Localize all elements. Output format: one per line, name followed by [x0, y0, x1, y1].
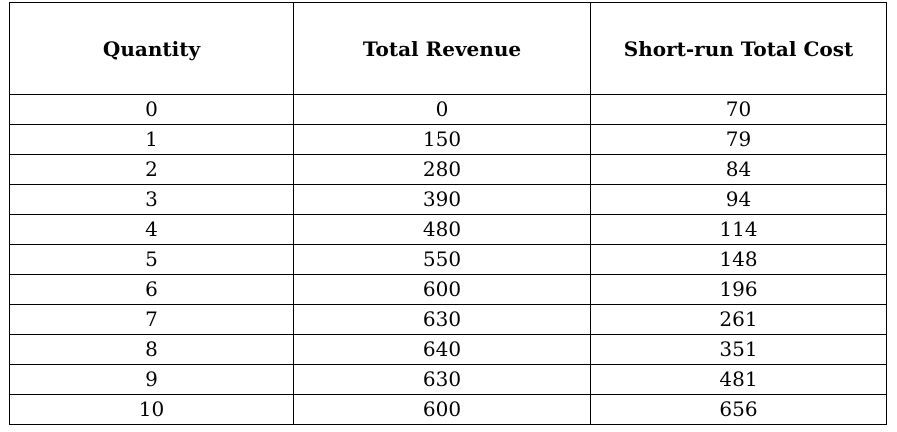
quantity-cell: 8 — [9, 334, 294, 365]
table-row: 3 390 94 — [9, 184, 887, 215]
total-revenue-cell: 630 — [293, 304, 591, 335]
quantity-cell: 6 — [9, 274, 294, 305]
table-row: 5 550 148 — [9, 244, 887, 275]
total-revenue-cell: 480 — [293, 214, 591, 245]
total-cost-cell: 261 — [590, 304, 887, 335]
total-revenue-cell: 0 — [293, 94, 591, 125]
quantity-cell: 3 — [9, 184, 294, 215]
total-cost-cell: 481 — [590, 364, 887, 395]
total-cost-cell: 79 — [590, 124, 887, 155]
total-cost-cell: 196 — [590, 274, 887, 305]
total-revenue-cell: 550 — [293, 244, 591, 275]
total-cost-cell: 84 — [590, 154, 887, 185]
table-row: 9 630 481 — [9, 364, 887, 395]
total-revenue-cell: 600 — [293, 394, 591, 425]
table-row: 7 630 261 — [9, 304, 887, 335]
total-cost-cell: 148 — [590, 244, 887, 275]
table-row: 2 280 84 — [9, 154, 887, 185]
quantity-cell: 1 — [9, 124, 294, 155]
total-revenue-cell: 630 — [293, 364, 591, 395]
table-row: 4 480 114 — [9, 214, 887, 245]
table-row: 8 640 351 — [9, 334, 887, 365]
total-cost-cell: 656 — [590, 394, 887, 425]
total-cost-cell: 351 — [590, 334, 887, 365]
total-revenue-cell: 280 — [293, 154, 591, 185]
table-row: 1 150 79 — [9, 124, 887, 155]
table-row: 10 600 656 — [9, 394, 887, 425]
quantity-cell: 7 — [9, 304, 294, 335]
quantity-cell: 4 — [9, 214, 294, 245]
header-short-run-total-cost: Short-run Total Cost — [590, 2, 887, 95]
quantity-cell: 0 — [9, 94, 294, 125]
total-revenue-cell: 150 — [293, 124, 591, 155]
data-table: Quantity Total Revenue Short-run Total C… — [9, 2, 887, 425]
header-row: Quantity Total Revenue Short-run Total C… — [9, 2, 887, 95]
total-revenue-cell: 600 — [293, 274, 591, 305]
quantity-cell: 5 — [9, 244, 294, 275]
quantity-cell: 9 — [9, 364, 294, 395]
total-revenue-cell: 640 — [293, 334, 591, 365]
table-row: 0 0 70 — [9, 94, 887, 125]
total-revenue-cell: 390 — [293, 184, 591, 215]
table-row: 6 600 196 — [9, 274, 887, 305]
total-cost-cell: 114 — [590, 214, 887, 245]
header-quantity: Quantity — [9, 2, 294, 95]
total-cost-cell: 94 — [590, 184, 887, 215]
quantity-cell: 2 — [9, 154, 294, 185]
header-total-revenue: Total Revenue — [293, 2, 591, 95]
quantity-cell: 10 — [9, 394, 294, 425]
total-cost-cell: 70 — [590, 94, 887, 125]
